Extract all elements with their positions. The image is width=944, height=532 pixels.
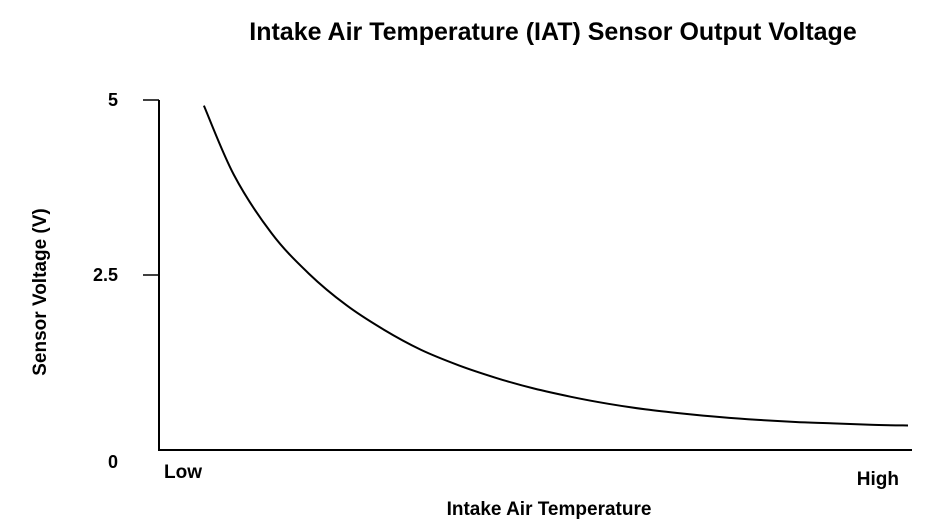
- y-axis-label: Sensor Voltage (V): [30, 208, 51, 376]
- y-tick-label: 5: [108, 90, 118, 110]
- y-tick-label: 2.5: [93, 265, 118, 285]
- y-axis-ticks: 52.50: [93, 90, 159, 472]
- y-tick-label: 0: [108, 452, 118, 472]
- x-axis-low-label: Low: [164, 462, 202, 483]
- series-layer: [202, 105, 909, 427]
- x-axis-high-label: High: [857, 469, 899, 490]
- chart-title: Intake Air Temperature (IAT) Sensor Outp…: [249, 18, 857, 46]
- x-axis-label: Intake Air Temperature: [447, 499, 652, 520]
- series-line-0: [202, 105, 909, 427]
